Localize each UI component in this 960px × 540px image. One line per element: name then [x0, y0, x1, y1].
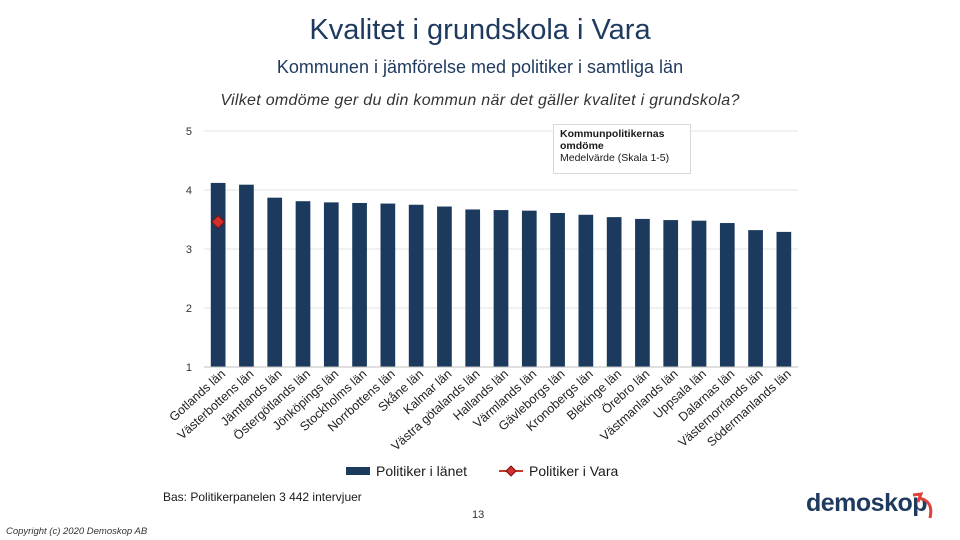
legend-item-marker: Politiker i Vara [499, 463, 618, 479]
source-note: Bas: Politikerpanelen 3 442 intervjuer [163, 490, 362, 504]
survey-question: Vilket omdöme ger du din kommun när det … [220, 92, 740, 109]
bar [493, 210, 509, 367]
y-tick-label: 4 [186, 185, 192, 197]
bar [521, 210, 537, 367]
bar [550, 213, 565, 367]
bar [748, 230, 763, 367]
y-tick-label: 1 [186, 362, 192, 374]
bar [323, 202, 339, 367]
vara-marker [211, 214, 226, 229]
logo-arrow-icon [912, 492, 933, 519]
bar [352, 202, 367, 367]
chart-legend: Politiker i länet Politiker i Vara [346, 463, 618, 479]
demoskop-logo: demoskop [806, 489, 928, 517]
y-tick-label: 2 [186, 303, 192, 315]
bar [239, 184, 254, 367]
note-line-1: Kommunpolitikernas [560, 128, 665, 140]
y-tick-label: 5 [186, 126, 192, 138]
legend-marker-label: Politiker i Vara [529, 463, 619, 479]
chart-note: Kommunpolitikernas omdöme Medelvärde (Sk… [553, 124, 691, 174]
bar [635, 218, 650, 367]
note-line-2: omdöme [560, 140, 604, 152]
bar [437, 206, 452, 367]
legend-bar-swatch [346, 467, 370, 475]
bar [663, 220, 679, 367]
page-number: 13 [472, 509, 485, 521]
page-title: Kvalitet i grundskola i Vara [309, 14, 651, 46]
legend-marker-swatch [499, 466, 524, 476]
bar [578, 214, 594, 367]
copyright-text: Copyright (c) 2020 Demoskop AB [6, 526, 148, 537]
bar [691, 220, 707, 367]
bar [606, 217, 622, 367]
bar [719, 223, 735, 367]
bar [295, 201, 311, 367]
bar [408, 204, 424, 367]
y-tick-label: 3 [186, 244, 192, 256]
bar [465, 209, 481, 367]
page-subtitle: Kommunen i jämförelse med politiker i sa… [276, 57, 684, 77]
bar [380, 203, 396, 367]
bar [267, 197, 283, 367]
legend-bar-label: Politiker i länet [376, 463, 468, 479]
note-line-3: Medelvärde (Skala 1-5) [560, 152, 670, 164]
legend-item-bars: Politiker i länet [346, 463, 467, 479]
bar [776, 231, 792, 367]
bar [210, 182, 226, 367]
